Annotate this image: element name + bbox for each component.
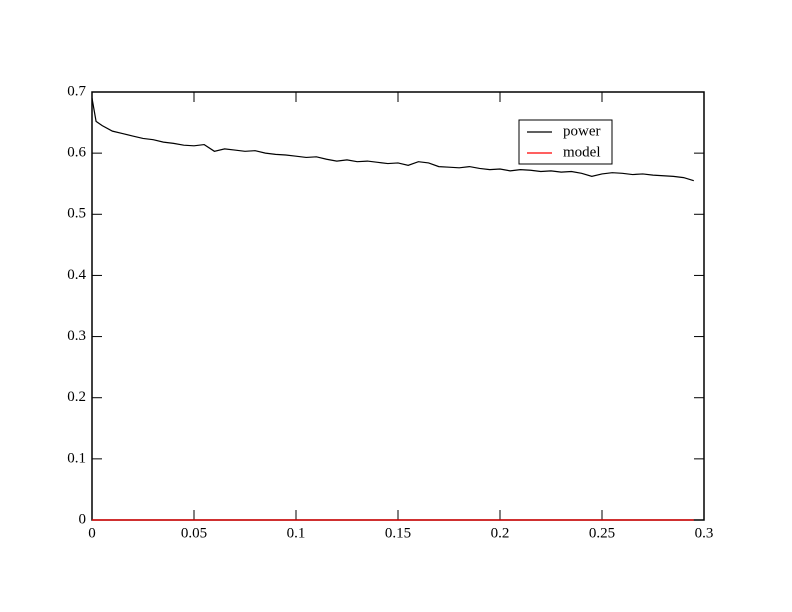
y-tick-label: 0.3 [67,328,86,344]
x-tick-label: 0.15 [385,525,411,541]
y-tick-label: 0.2 [67,389,86,405]
series-line [91,98,694,182]
y-tick-label: 0 [79,511,87,527]
y-tick-label: 0.4 [67,267,86,283]
x-tick-label: 0 [88,525,96,541]
x-tick-label: 0.25 [589,525,615,541]
legend-box [518,119,613,165]
x-tick-label: 0.1 [287,525,306,541]
x-tick-label: 0.05 [181,525,207,541]
y-tick-label: 0.5 [67,206,86,222]
x-tick-label: 0.2 [491,525,510,541]
y-tick-label: 0.7 [67,83,86,99]
y-tick-label: 0.6 [67,145,86,161]
legend-label: model [563,144,601,160]
x-tick-label: 0.3 [695,525,714,541]
legend-label: power [563,123,601,139]
y-tick-label: 0.1 [67,450,86,466]
